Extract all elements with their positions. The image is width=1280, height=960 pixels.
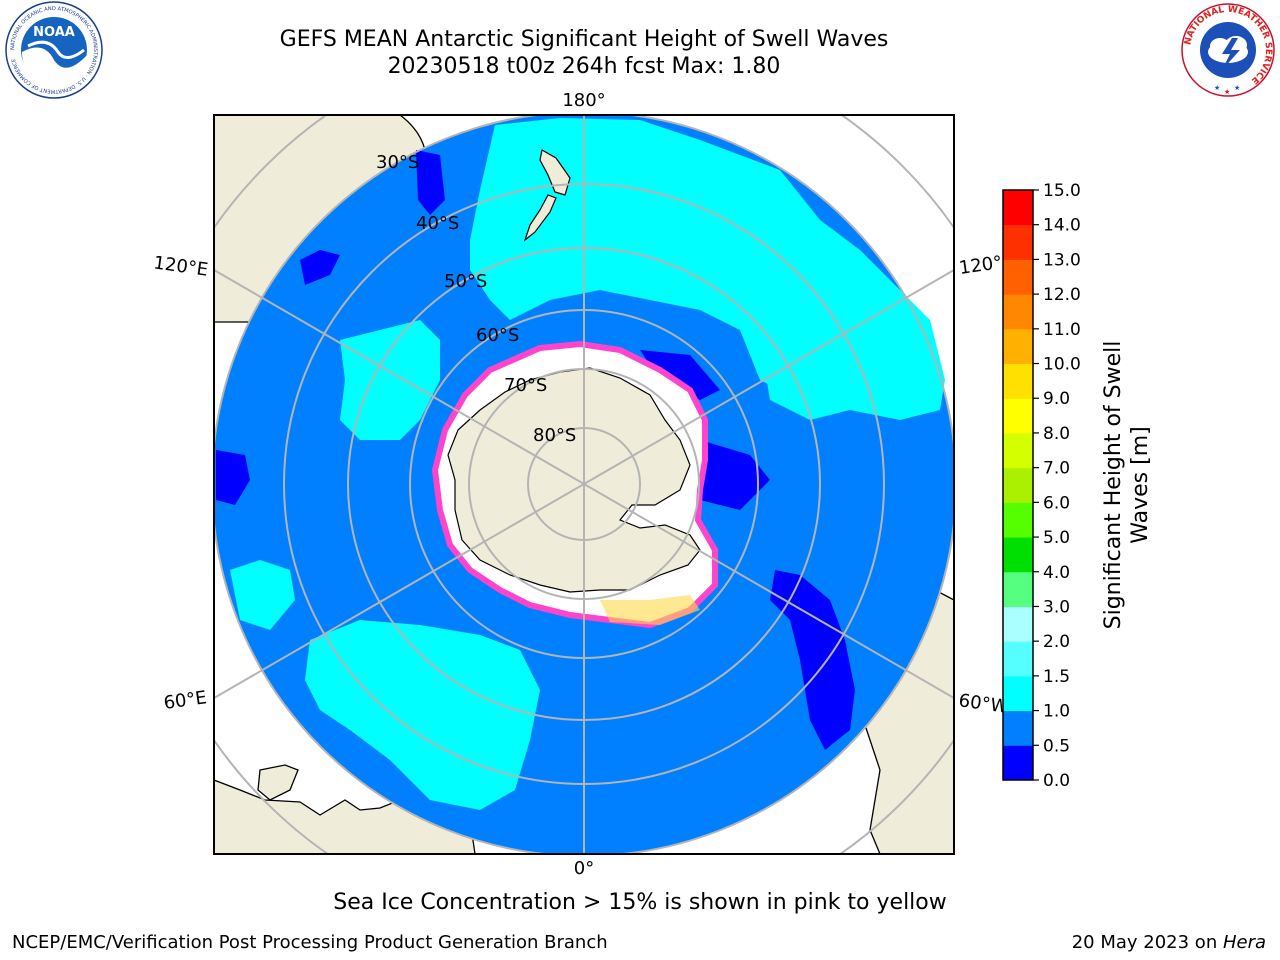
lon-label-bottom: 0° — [574, 858, 594, 879]
svg-text:★: ★ — [1224, 88, 1230, 96]
noaa-text: NOAA — [33, 25, 75, 40]
colorbar-ticks: 0.0 0.5 1.0 1.5 2.0 3.0 4.0 5.0 6.0 7.0 8.0 9.0 10.0… — [1033, 181, 1081, 791]
colorbar-label-line1: Significant Height of Swell — [1101, 341, 1126, 630]
colorbar-tick-label: 0.0 — [1043, 771, 1070, 791]
colorbar-tick-label: 6.0 — [1043, 493, 1070, 513]
nws-logo: NATIONAL WEATHER SERVICE ★ ★ ★ — [1181, 3, 1275, 97]
chart-title: GEFS MEAN Antarctic Significant Height o… — [279, 27, 889, 52]
lat-label-70s: 70°S — [504, 375, 547, 396]
colorbar-segment — [1003, 537, 1033, 573]
madagascar — [257, 764, 299, 801]
colorbar-segment — [1003, 224, 1033, 260]
colorbar-segment — [1003, 190, 1033, 226]
colorbar-segment — [1003, 432, 1033, 469]
colorbar-segments — [1003, 190, 1033, 781]
colorbar-tick-label: 10.0 — [1043, 355, 1081, 375]
colorbar-segment — [1003, 502, 1033, 538]
swell-0-0.5m — [216, 150, 855, 750]
colorbar-label-line2: Waves [m] — [1128, 426, 1153, 543]
colorbar-tick-label: 3.0 — [1043, 597, 1070, 617]
colorbar-tick-label: 1.5 — [1043, 667, 1070, 687]
colorbar-segment — [1003, 328, 1033, 365]
svg-text:★: ★ — [1234, 84, 1240, 92]
colorbar-tick-label: 4.0 — [1043, 563, 1070, 583]
colorbar-tick-label: 8.0 — [1043, 424, 1070, 444]
colorbar-segment — [1003, 606, 1033, 642]
new-zealand — [523, 149, 571, 242]
colorbar-segment — [1003, 294, 1033, 330]
colorbar-segment — [1003, 259, 1033, 295]
map-frame — [213, 114, 955, 855]
colorbar-tick-label: 7.0 — [1043, 459, 1070, 479]
colorbar-segment — [1003, 745, 1033, 781]
graticule-meridians — [214, 115, 954, 854]
colorbar-segment — [1003, 571, 1033, 607]
colorbar: 0.0 0.5 1.0 1.5 2.0 3.0 4.0 5.0 6.0 7.0 8.0 9.0 10.0… — [1002, 181, 1153, 791]
colorbar-frame — [1002, 189, 1034, 781]
footer-machine: Hera — [1222, 932, 1266, 953]
colorbar-tick-label: 13.0 — [1043, 250, 1081, 270]
sea-ice-high — [600, 595, 700, 625]
footer-date: 20 May 2023 on Hera — [1072, 932, 1266, 953]
lon-label-upper-left: 120°E — [152, 252, 209, 280]
colorbar-tick-label: 12.0 — [1043, 285, 1081, 305]
svg-text:★: ★ — [1214, 84, 1220, 92]
chart-subtitle: 20230518 t00z 264h fcst Max: 1.80 — [387, 54, 781, 79]
antarctica — [447, 367, 701, 593]
colorbar-tick-label: 11.0 — [1043, 320, 1081, 340]
footer-credit: NCEP/EMC/Verification Post Processing Pr… — [12, 932, 608, 953]
lon-label-top: 180° — [562, 90, 605, 111]
colorbar-segment — [1003, 675, 1033, 712]
lat-label-40s: 40°S — [416, 213, 459, 234]
lat-label-60s: 60°S — [476, 325, 519, 346]
colorbar-tick-label: 0.5 — [1043, 736, 1070, 756]
colorbar-segment — [1003, 363, 1033, 399]
lon-label-lower-left: 60°E — [162, 687, 208, 714]
colorbar-segment — [1003, 710, 1033, 746]
colorbar-tick-label: 9.0 — [1043, 389, 1070, 409]
colorbar-segment — [1003, 641, 1033, 677]
colorbar-segment — [1003, 398, 1033, 434]
colorbar-tick-label: 14.0 — [1043, 216, 1081, 236]
colorbar-tick-label: 2.0 — [1043, 632, 1070, 652]
lat-label-50s: 50°S — [444, 271, 487, 292]
noaa-logo: NATIONAL OCEANIC AND ATMOSPHERIC ADMINIS… — [5, 1, 103, 99]
colorbar-tick-label: 15.0 — [1043, 181, 1081, 201]
colorbar-tick-label: 1.0 — [1043, 702, 1070, 722]
colorbar-tick-label: 5.0 — [1043, 528, 1070, 548]
colorbar-segment — [1003, 467, 1033, 503]
footer-date-text: 20 May 2023 on — [1071, 932, 1223, 953]
lat-label-80s: 80°S — [533, 425, 576, 446]
lat-label-30s: 30°S — [376, 152, 419, 173]
ice-caption: Sea Ice Concentration > 15% is shown in … — [333, 890, 947, 915]
